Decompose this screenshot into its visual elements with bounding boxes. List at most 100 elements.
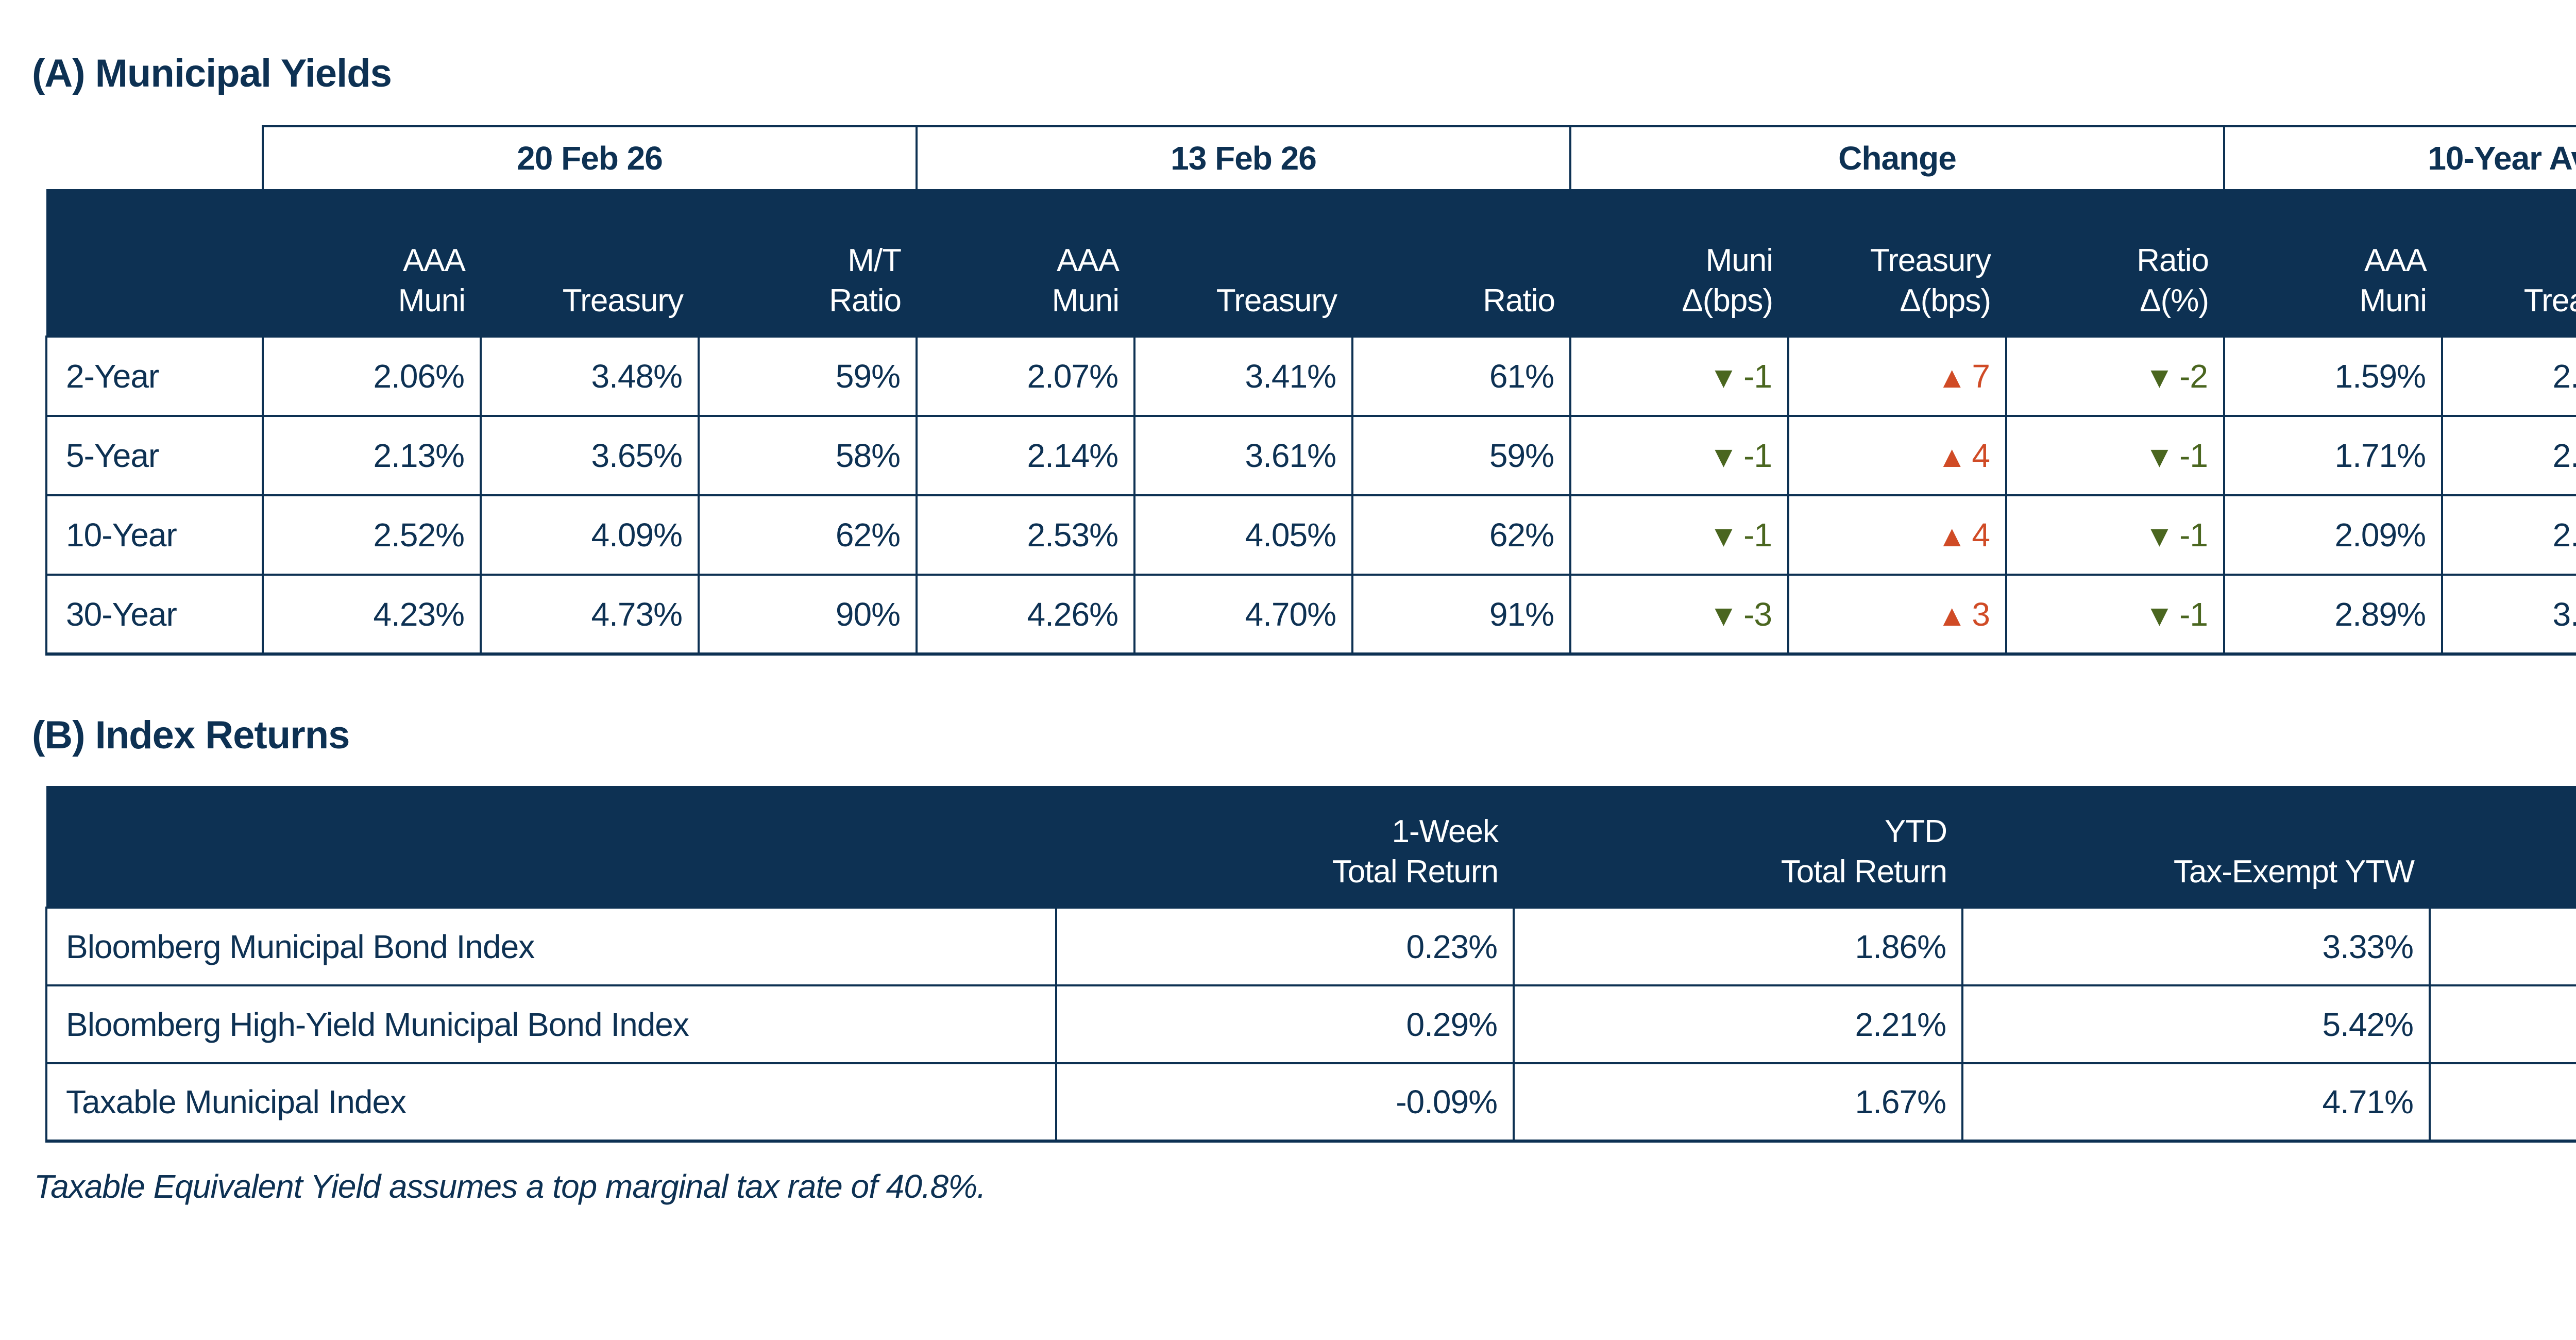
column-header: Tax-Exempt YTW <box>1962 786 2430 908</box>
value-cell: 4.73% <box>480 574 700 656</box>
header-line-bottom: Muni <box>2359 283 2427 319</box>
change-value: -1 <box>1743 437 1772 475</box>
value-cell: 9.15% <box>2429 984 2576 1065</box>
down-triangle-icon: ▼ <box>2144 598 2175 632</box>
row-label: 5-Year <box>45 415 264 497</box>
change-value: -2 <box>2179 358 2208 395</box>
row-label: 10-Year <box>45 494 264 576</box>
header-line-bottom: Treasury <box>2523 283 2576 319</box>
value-cell: 2.06% <box>262 336 482 417</box>
header-line-bottom: Δ(bps) <box>1682 283 1773 319</box>
value-cell: 91% <box>1351 574 1571 656</box>
header-line-bottom: Δ(bps) <box>1900 283 1991 319</box>
value-cell: 61% <box>1351 336 1571 417</box>
change-cell: ▼ -1 <box>2005 415 2225 497</box>
down-triangle-icon: ▼ <box>1708 440 1739 474</box>
column-header: Ratio Δ(%) <box>2006 189 2224 337</box>
column-header-row: AAA Muni Treasury M/T Ratio AAA Muni Treasury Ra… <box>46 189 2576 337</box>
change-value: 3 <box>1972 595 1990 633</box>
column-header <box>46 189 263 337</box>
table-row: Bloomberg High-Yield Municipal Bond Inde… <box>45 984 2576 1065</box>
value-cell: 3.41% <box>1133 336 1353 417</box>
change-cell: ▼ -1 <box>2005 494 2225 576</box>
value-cell: 58% <box>698 415 918 497</box>
header-line-top: 1-Week <box>1392 814 1499 850</box>
header-line-top: Treasury <box>1870 243 1991 279</box>
value-cell: 2.35% <box>2441 336 2576 417</box>
column-group: 10-Year Average <box>2223 125 2576 190</box>
change-cell: ▼ -1 <box>1569 336 1789 417</box>
value-cell: 5.42% <box>1961 984 2431 1065</box>
section-a-title: (A) Municipal Yields <box>32 52 392 95</box>
value-cell: 3.15% <box>2441 574 2576 656</box>
header-line-top: Ratio <box>2137 243 2209 279</box>
value-cell: 4.26% <box>916 574 1136 656</box>
value-cell: 59% <box>1351 415 1571 497</box>
table-row: 5-Year 2.13% 3.65% 58% 2.14% 3.61% 59% ▼ -1 ▲ 4 ▼ -1… <box>45 415 2576 497</box>
table-row: Taxable Municipal Index-0.09%1.67%4.71%4… <box>45 1062 2576 1143</box>
down-triangle-icon: ▼ <box>1708 520 1739 554</box>
table-row: 10-Year 2.52% 4.09% 62% 2.53% 4.05% 62% ▼ -1 ▲ 4 ▼ -… <box>45 494 2576 576</box>
header-line-bottom: Ratio <box>1483 283 1555 319</box>
header-line-top: Muni <box>1705 243 1773 279</box>
down-triangle-icon: ▼ <box>2144 361 2175 395</box>
index-returns-table: 1-Week Total Return YTD Total Return Tax-Exe… <box>45 786 2576 1143</box>
value-cell: 62% <box>1351 494 1571 576</box>
header-line-bottom: Muni <box>398 283 466 319</box>
value-cell: 3.65% <box>480 415 700 497</box>
change-value: -1 <box>1743 358 1772 395</box>
down-triangle-icon: ▼ <box>2144 520 2175 554</box>
change-cell: ▼ -2 <box>2005 336 2225 417</box>
up-triangle-icon: ▲ <box>1937 520 1967 554</box>
value-cell: 3.61% <box>1133 415 1353 497</box>
value-cell: 4.05% <box>1133 494 1353 576</box>
value-cell: 4.70% <box>1133 574 1353 656</box>
column-header-row: 1-Week Total Return YTD Total Return Tax-Exe… <box>46 786 2576 908</box>
down-triangle-icon: ▼ <box>2144 440 2175 474</box>
table-row: 2-Year 2.06% 3.48% 59% 2.07% 3.41% 61% ▼ -1 ▲ 7 ▼ -2… <box>45 336 2576 417</box>
row-label: Bloomberg Municipal Bond Index <box>45 907 1057 987</box>
change-cell: ▲ 4 <box>1787 494 2007 576</box>
value-cell: 3.33% <box>1961 907 2431 987</box>
header-line-top: YTD <box>1885 814 1947 850</box>
up-triangle-icon: ▲ <box>1937 361 1967 395</box>
column-header: Muni Δ(bps) <box>1570 189 1788 337</box>
change-cell: ▲ 7 <box>1787 336 2007 417</box>
header-line-bottom: Treasury <box>1216 283 1337 319</box>
column-header: AAA Muni <box>2224 189 2442 337</box>
value-cell: 59% <box>698 336 918 417</box>
value-cell: 2.07% <box>916 336 1136 417</box>
column-header: AAA Muni <box>263 189 481 337</box>
value-cell: 4.71% <box>2429 1062 2576 1143</box>
header-line-bottom: Muni <box>1052 283 1120 319</box>
corner-cell <box>46 126 263 190</box>
row-label: Bloomberg High-Yield Municipal Bond Inde… <box>45 984 1057 1065</box>
change-value: 4 <box>1972 437 1990 475</box>
column-header <box>46 786 1056 908</box>
change-cell: ▼ -1 <box>2005 574 2225 656</box>
value-cell: 2.89% <box>2223 574 2443 656</box>
value-cell: 1.67% <box>1513 1062 1963 1143</box>
change-value: 7 <box>1972 358 1990 395</box>
column-header: Treasury Δ(bps) <box>1788 189 2006 337</box>
column-header: YTD Total Return <box>1514 786 1962 908</box>
value-cell: 3.48% <box>480 336 700 417</box>
table-row: 30-Year 4.23% 4.73% 90% 4.26% 4.70% 91% ▼ -3 ▲ 3 ▼ -… <box>45 574 2576 656</box>
row-label: 30-Year <box>45 574 264 656</box>
column-group: 13 Feb 26 <box>916 125 1570 190</box>
value-cell: -0.09% <box>1055 1062 1515 1143</box>
header-line-bottom: Equivalent YTW <box>2430 852 2576 892</box>
header-line-top: AAA <box>2364 243 2427 279</box>
value-cell: 4.71% <box>1961 1062 2431 1143</box>
column-header: Treasury <box>481 189 699 337</box>
down-triangle-icon: ▼ <box>1708 598 1739 632</box>
value-cell: 0.23% <box>1055 907 1515 987</box>
value-cell: 2.09% <box>2223 494 2443 576</box>
header-line-top: AAA <box>402 243 466 279</box>
column-header: 1-Week Total Return <box>1056 786 1514 908</box>
value-cell: 2.14% <box>916 415 1136 497</box>
header-line-bottom: Treasury <box>562 283 684 319</box>
value-cell: 4.09% <box>480 494 700 576</box>
